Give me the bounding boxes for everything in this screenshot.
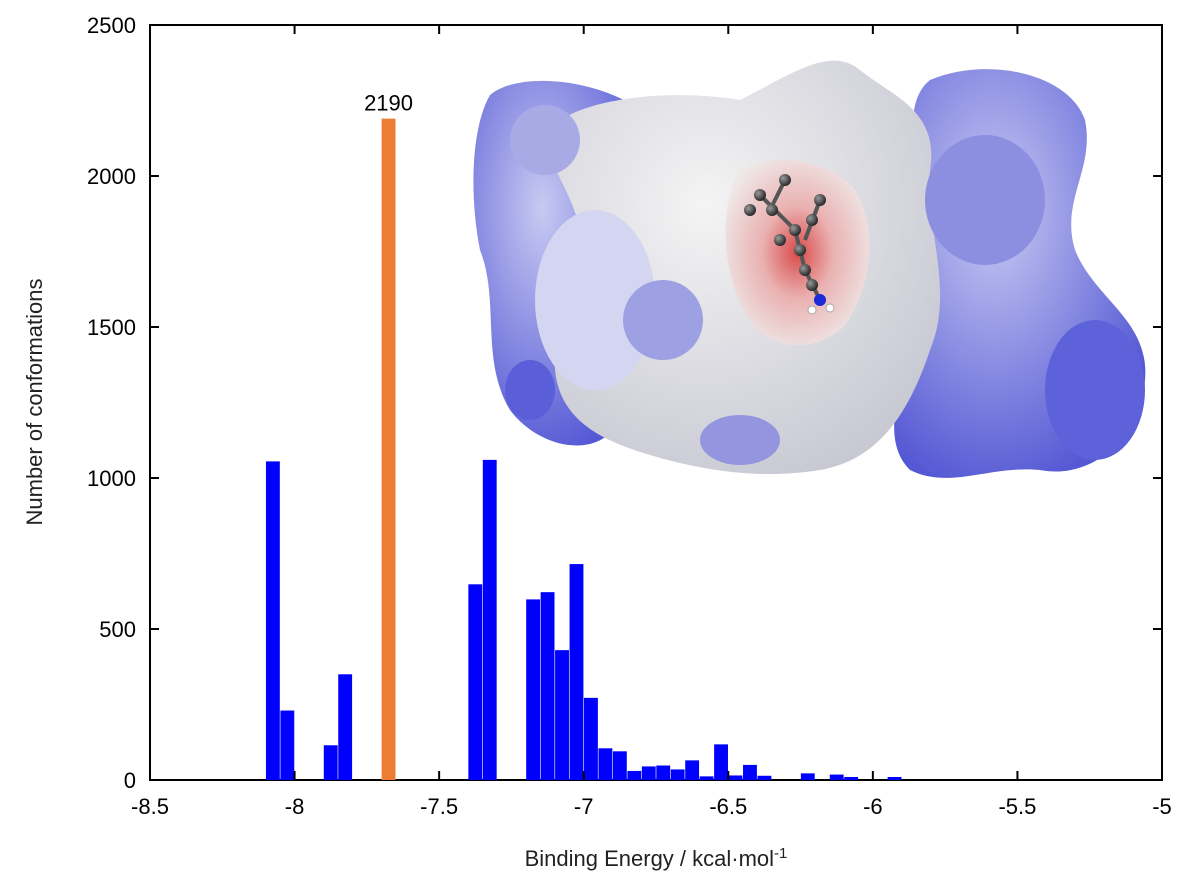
- x-tick-label: -7: [574, 794, 594, 819]
- bar: [468, 584, 483, 780]
- x-tick-label: -8: [285, 794, 305, 819]
- y-axis-ticks: 0 500 1000 1500 2000 2500: [87, 13, 1162, 793]
- bar: [800, 773, 815, 780]
- bar: [338, 674, 353, 780]
- x-tick-label: -7.5: [420, 794, 458, 819]
- y-tick-label: 1500: [87, 315, 136, 340]
- bar: [685, 760, 700, 780]
- bar-data-label: 2190: [364, 91, 413, 116]
- bar: [569, 564, 584, 780]
- x-tick-label: -8.5: [131, 794, 169, 819]
- y-tick-label: 0: [124, 768, 136, 793]
- bar: [670, 769, 685, 780]
- bar: [265, 461, 280, 780]
- bar: [482, 459, 497, 780]
- y-axis-label: Number of conformations: [22, 279, 47, 526]
- bar: [714, 744, 728, 780]
- bar: [540, 592, 555, 780]
- x-tick-label: -6: [863, 794, 883, 819]
- plot-frame: [149, 24, 1163, 781]
- bar: [280, 710, 295, 780]
- bars-layer: 2190: [265, 91, 902, 781]
- x-tick-label: -6.5: [709, 794, 747, 819]
- bar: [612, 751, 627, 780]
- molecular-surface-image: [473, 60, 1146, 478]
- ligand-molecule: [744, 174, 835, 315]
- y-tick-label: 500: [99, 617, 136, 642]
- bar: [699, 776, 714, 780]
- bar: [757, 775, 772, 780]
- x-tick-label: -5: [1152, 794, 1172, 819]
- y-tick-label: 1000: [87, 466, 136, 491]
- x-tick-label: -5.5: [998, 794, 1036, 819]
- y-tick-label: 2000: [87, 164, 136, 189]
- bar-highlight: [381, 118, 396, 781]
- x-axis-ticks: -8.5 -8 -7.5 -7 -6.5 -6 -5.5 -5: [131, 25, 1172, 819]
- bar: [728, 775, 743, 780]
- bar: [598, 748, 613, 780]
- bar: [656, 765, 671, 780]
- bar: [323, 745, 338, 780]
- x-axis-label: Binding Energy / kcal·mol-1: [525, 845, 788, 872]
- bar: [743, 764, 757, 780]
- bar: [887, 776, 902, 780]
- bar: [584, 697, 598, 780]
- bar: [829, 774, 844, 780]
- bar: [844, 776, 859, 780]
- x-axis-label-superscript: -1: [774, 845, 787, 862]
- bar: [526, 599, 541, 780]
- y-tick-label: 2500: [87, 13, 136, 38]
- bar: [641, 766, 656, 780]
- bar: [627, 770, 642, 780]
- bar: [555, 650, 569, 780]
